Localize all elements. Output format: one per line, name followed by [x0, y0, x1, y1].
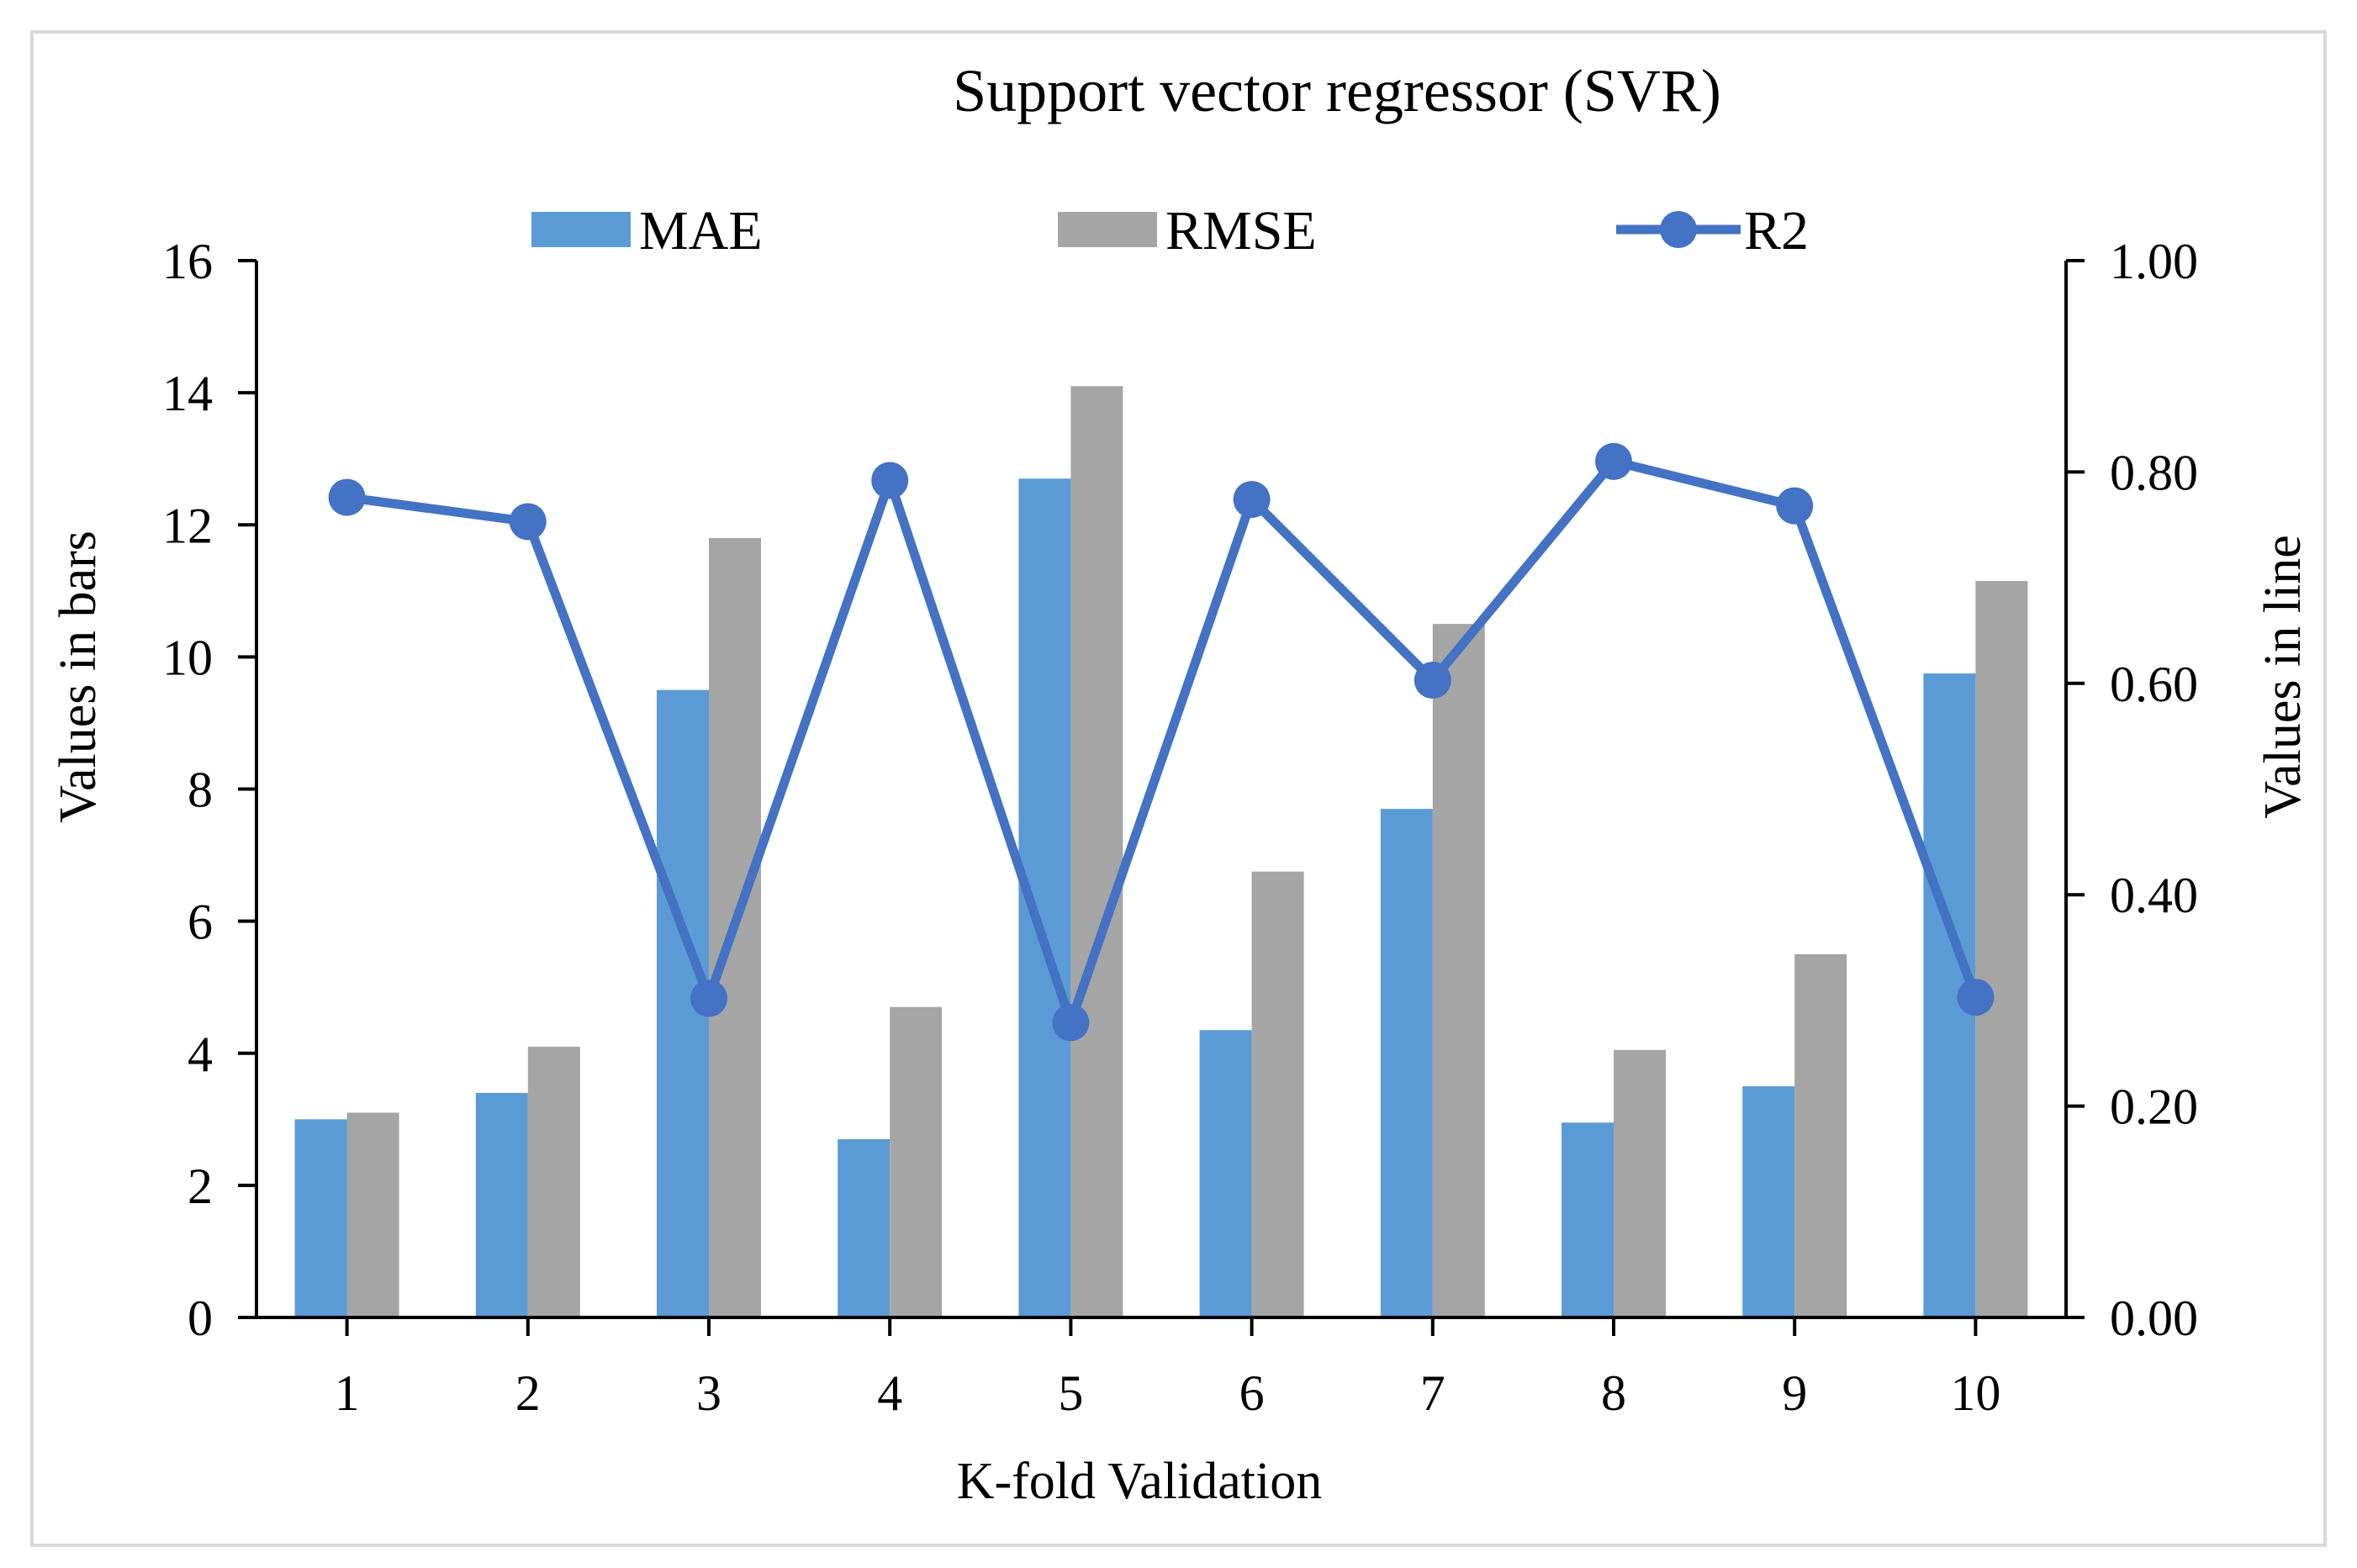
- y2-tick-label-0.40: 0.40: [2110, 868, 2198, 923]
- x-axis-title: K-fold Validation: [957, 1453, 1323, 1510]
- rmse-bar-6: [1251, 871, 1304, 1317]
- x-tick-label-7: 7: [1420, 1365, 1445, 1421]
- x-tick-label-9: 9: [1782, 1365, 1807, 1421]
- y2-tick-label-0.60: 0.60: [2110, 657, 2198, 712]
- y-tick-label-10: 10: [162, 630, 213, 685]
- x-tick-label-2: 2: [515, 1365, 541, 1421]
- y2-tick-label-0.80: 0.80: [2110, 445, 2198, 500]
- x-tick-label-10: 10: [1950, 1365, 2000, 1421]
- rmse-bar-4: [890, 1006, 943, 1317]
- x-tick-label-8: 8: [1601, 1365, 1626, 1421]
- y-tick-label-4: 4: [188, 1027, 213, 1082]
- r2-point-9: [1776, 487, 1814, 525]
- x-tick-label-3: 3: [696, 1365, 721, 1421]
- y-tick-label-8: 8: [188, 763, 213, 818]
- rmse-bar-7: [1432, 624, 1485, 1317]
- r2-point-8: [1595, 442, 1632, 480]
- y-tick-label-12: 12: [162, 498, 213, 553]
- rmse-bar-2: [527, 1046, 580, 1317]
- r2-line-group: [328, 442, 1995, 1042]
- x-tick-label-1: 1: [335, 1365, 360, 1421]
- y2-tick-label-1.00: 1.00: [2110, 234, 2198, 289]
- legend-rmse-label: RMSE: [1165, 200, 1317, 261]
- mae-bar-8: [1562, 1122, 1614, 1317]
- x-tick-label-4: 4: [877, 1365, 902, 1421]
- y-tick-label-6: 6: [188, 895, 213, 950]
- chart-title: Support vector regressor (SVR): [953, 57, 1721, 124]
- mae-bar-2: [475, 1092, 528, 1317]
- r2-point-1: [328, 478, 366, 516]
- legend-mae-swatch: [531, 212, 631, 247]
- y-axis-title: Values in bars: [50, 531, 107, 823]
- mae-bar-7: [1380, 809, 1433, 1317]
- rmse-bar-8: [1614, 1049, 1666, 1317]
- r2-point-3: [690, 979, 727, 1017]
- r2-point-4: [871, 462, 909, 499]
- r2-point-5: [1052, 1004, 1090, 1042]
- mae-bar-4: [838, 1138, 890, 1317]
- mae-bar-6: [1199, 1030, 1252, 1317]
- rmse-bar-9: [1794, 953, 1847, 1317]
- legend-r2-label: R2: [1744, 200, 1809, 261]
- mae-bar-9: [1742, 1086, 1795, 1317]
- y2-axis-title: Values in line: [2254, 535, 2312, 819]
- x-tick-label-5: 5: [1058, 1365, 1083, 1421]
- y2-tick-label-0.20: 0.20: [2110, 1080, 2198, 1135]
- r2-point-6: [1233, 481, 1271, 519]
- rmse-bar-10: [1975, 581, 2028, 1317]
- legend-mae-label: MAE: [639, 200, 763, 261]
- y-tick-label-14: 14: [162, 366, 213, 421]
- r2-point-10: [1957, 979, 1995, 1016]
- r2-point-2: [509, 503, 547, 541]
- x-tick-label-6: 6: [1239, 1365, 1265, 1421]
- y-tick-label-0: 0: [188, 1291, 213, 1346]
- y-tick-label-2: 2: [188, 1159, 213, 1214]
- y2-tick-label-0.00: 0.00: [2110, 1291, 2198, 1346]
- legend-rmse-swatch: [1058, 212, 1157, 247]
- rmse-bar-5: [1070, 386, 1123, 1317]
- legend: MAE RMSE R2: [531, 200, 1809, 261]
- r2-point-7: [1414, 662, 1451, 700]
- y-tick-label-16: 16: [162, 234, 213, 289]
- r2-line: [346, 457, 1980, 1027]
- legend-r2-marker: [1660, 211, 1697, 248]
- mae-bar-1: [294, 1119, 347, 1317]
- rmse-bar-1: [346, 1112, 399, 1317]
